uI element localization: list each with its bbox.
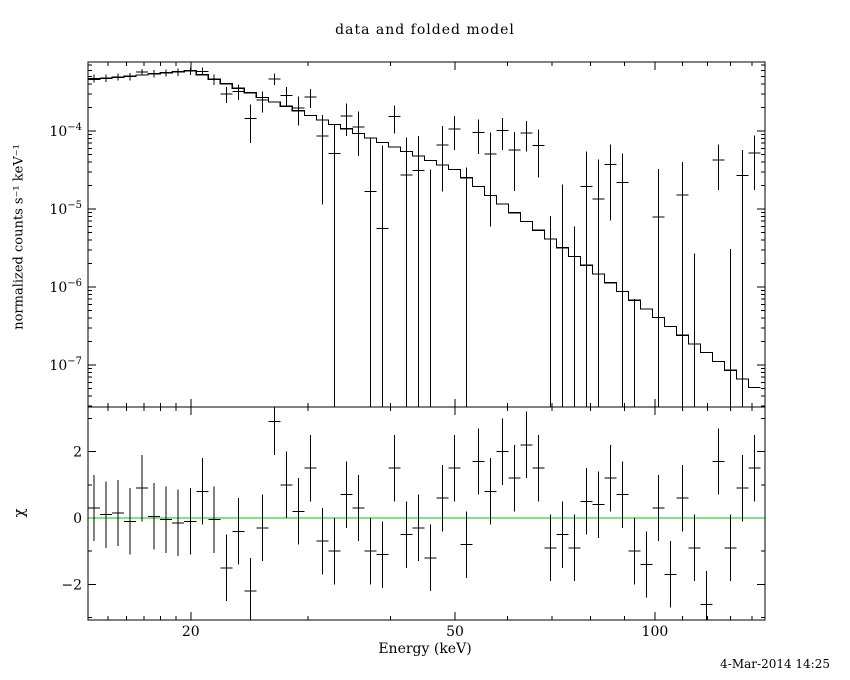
axis-ticks [88,62,765,620]
panel-frames [87,61,766,621]
y-axis-label-top: normalized counts s⁻¹ keV⁻¹ [11,144,27,330]
chi-tick-label: 2 [73,445,82,461]
spectrum-data-points [88,67,761,407]
plot-title: data and folded model [335,22,515,38]
y-tick-label: 10−6 [49,278,82,296]
axis-tick-labels: 20 50 100 10−7 10−6 10−5 10−4 −2 0 2 [49,122,668,640]
y-tick-label: 10−4 [49,122,82,140]
y-tick-label: 10−5 [49,200,82,218]
y-tick-label: 10−7 [49,356,82,374]
folded-model-line [88,69,761,389]
y-axis-label-bottom: χ [10,508,28,518]
x-axis-label: Energy (keV) [378,641,472,657]
x-tick-label: 50 [446,624,464,640]
residual-points [88,407,761,620]
timestamp: 4-Mar-2014 14:25 [720,657,830,671]
x-tick-label: 20 [182,624,200,640]
chi-tick-label: 0 [73,511,82,527]
chi-tick-label: −2 [61,577,82,593]
x-tick-label: 100 [642,624,669,640]
